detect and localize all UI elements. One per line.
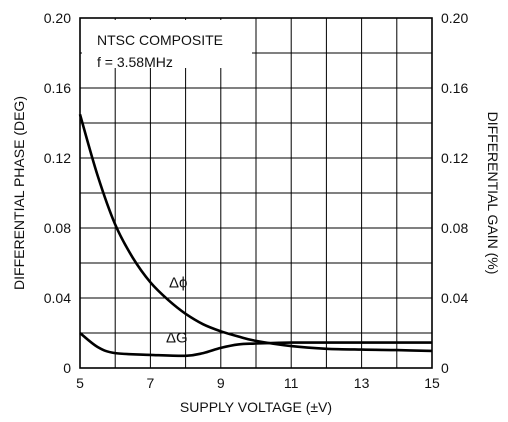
x-tick-label: 13 [354,375,370,391]
x-axis-title: SUPPLY VOLTAGE (±V) [180,399,332,415]
y-tick-label-right: 0.16 [441,80,468,96]
annotation-background [82,20,252,68]
y-axis-title-right: DIFFERENTIAL GAIN (%) [485,112,501,275]
x-tick-label: 9 [217,375,225,391]
series-layer [78,113,433,358]
x-tick-label: 11 [284,375,299,391]
x-tick-label: 15 [424,375,440,391]
y-tick-label-left: 0.08 [44,220,71,236]
grid [80,18,432,368]
y-axis-title-left: DIFFERENTIAL PHASE (DEG) [11,96,27,290]
x-tick-label: 5 [76,375,84,391]
series-line-gain [79,331,432,358]
annotation-line-2: f = 3.58MHz [97,54,173,70]
annotation-box: NTSC COMPOSITE f = 3.58MHz [82,20,252,70]
series-label-gain: ΔG [166,330,188,347]
y-tick-label-right: 0.04 [441,290,468,306]
series-line-phase [78,113,433,353]
series-label-phase: Δϕ [169,275,187,292]
y-tick-label-right: 0 [441,360,449,376]
y-tick-label-right: 0.08 [441,220,468,236]
y-tick-label-left: 0 [63,360,71,376]
annotation-line-1: NTSC COMPOSITE [97,32,223,48]
y-tick-label-right: 0.12 [441,150,468,166]
y-tick-label-left: 0.12 [44,150,71,166]
x-ticks: 5 7 9 11 13 15 [76,375,440,391]
y-tick-label-left: 0.16 [44,80,71,96]
y-ticks-left: 0 0.04 0.08 0.12 0.16 0.20 [44,10,71,376]
plot-frame [79,17,433,369]
y-ticks-right: 0 0.04 0.08 0.12 0.16 0.20 [441,10,468,376]
y-tick-label-right: 0.20 [441,10,468,26]
y-tick-label-left: 0.04 [44,290,71,306]
x-tick-label: 7 [147,375,155,391]
y-tick-label-left: 0.20 [44,10,71,26]
